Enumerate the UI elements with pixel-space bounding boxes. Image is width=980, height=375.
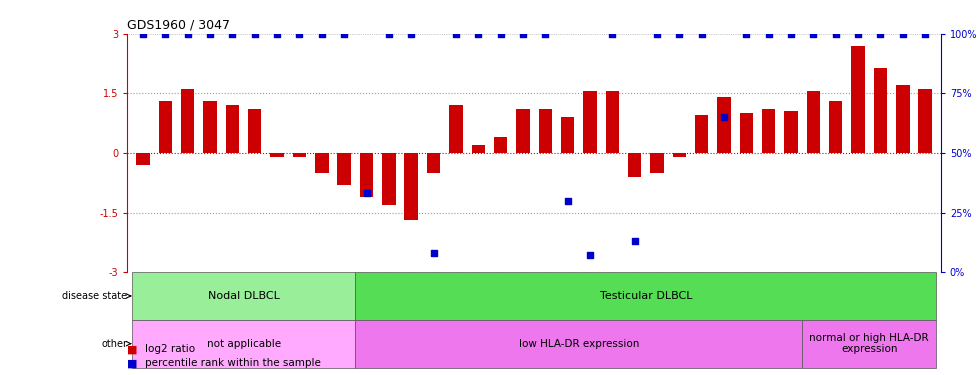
Bar xyxy=(316,153,328,173)
Point xyxy=(381,31,397,37)
Bar xyxy=(852,46,864,153)
Point xyxy=(314,31,329,37)
Point xyxy=(716,114,732,120)
Text: normal or high HLA-DR
expression: normal or high HLA-DR expression xyxy=(809,333,929,354)
Bar xyxy=(740,113,753,153)
Bar xyxy=(270,153,284,157)
Bar xyxy=(293,153,306,157)
Text: Testicular DLBCL: Testicular DLBCL xyxy=(600,291,692,301)
Bar xyxy=(807,92,820,153)
Bar xyxy=(382,153,396,205)
Bar xyxy=(356,272,936,320)
Bar xyxy=(337,153,351,185)
Point xyxy=(627,238,643,244)
Text: ■: ■ xyxy=(127,344,141,354)
Point xyxy=(828,31,844,37)
Bar xyxy=(784,111,798,153)
Text: percentile rank within the sample: percentile rank within the sample xyxy=(145,358,320,368)
Bar xyxy=(356,320,803,368)
Bar xyxy=(449,105,463,153)
Point xyxy=(247,31,263,37)
Bar xyxy=(360,153,373,197)
Point xyxy=(806,31,821,37)
Bar xyxy=(159,101,172,153)
Point xyxy=(135,31,151,37)
Bar xyxy=(695,115,709,153)
Text: disease state: disease state xyxy=(63,291,131,301)
Point xyxy=(783,31,799,37)
Point xyxy=(292,31,308,37)
Bar xyxy=(561,117,574,153)
Bar xyxy=(717,98,731,153)
Bar xyxy=(516,109,529,153)
Text: not applicable: not applicable xyxy=(207,339,280,349)
Point xyxy=(425,250,441,256)
Bar xyxy=(672,153,686,157)
Text: low HLA-DR expression: low HLA-DR expression xyxy=(518,339,639,349)
Bar xyxy=(248,109,262,153)
Bar xyxy=(136,153,150,165)
Point xyxy=(493,31,509,37)
Point xyxy=(895,31,910,37)
Point xyxy=(270,31,285,37)
Point xyxy=(649,31,664,37)
Point xyxy=(582,252,598,258)
Point xyxy=(537,31,553,37)
Point xyxy=(917,31,933,37)
Bar xyxy=(583,92,597,153)
Point xyxy=(605,31,620,37)
Bar xyxy=(494,137,508,153)
Point xyxy=(851,31,866,37)
Point xyxy=(336,31,352,37)
Bar xyxy=(803,320,936,368)
Text: GDS1960 / 3047: GDS1960 / 3047 xyxy=(127,18,230,31)
Bar xyxy=(132,272,356,320)
Bar xyxy=(405,153,417,220)
Point xyxy=(470,31,486,37)
Bar xyxy=(204,101,217,153)
Bar xyxy=(896,86,909,153)
Bar xyxy=(918,89,932,153)
Point xyxy=(158,31,173,37)
Point xyxy=(202,31,218,37)
Bar xyxy=(829,101,843,153)
Bar xyxy=(874,68,887,153)
Point xyxy=(404,31,419,37)
Point xyxy=(515,31,531,37)
Bar xyxy=(651,153,663,173)
Bar xyxy=(471,145,485,153)
Bar xyxy=(132,320,356,368)
Point xyxy=(694,31,710,37)
Point xyxy=(180,31,196,37)
Point xyxy=(224,31,240,37)
Point xyxy=(448,31,464,37)
Bar xyxy=(628,153,641,177)
Point xyxy=(760,31,776,37)
Point xyxy=(671,31,687,37)
Point xyxy=(739,31,755,37)
Bar xyxy=(762,109,775,153)
Point xyxy=(359,190,374,196)
Bar xyxy=(427,153,440,173)
Point xyxy=(560,198,575,204)
Point xyxy=(872,31,888,37)
Bar xyxy=(539,109,552,153)
Bar xyxy=(181,89,194,153)
Bar xyxy=(225,105,239,153)
Text: other: other xyxy=(102,339,131,349)
Bar xyxy=(606,92,619,153)
Text: log2 ratio: log2 ratio xyxy=(145,344,195,354)
Text: Nodal DLBCL: Nodal DLBCL xyxy=(208,291,279,301)
Text: ■: ■ xyxy=(127,358,141,368)
